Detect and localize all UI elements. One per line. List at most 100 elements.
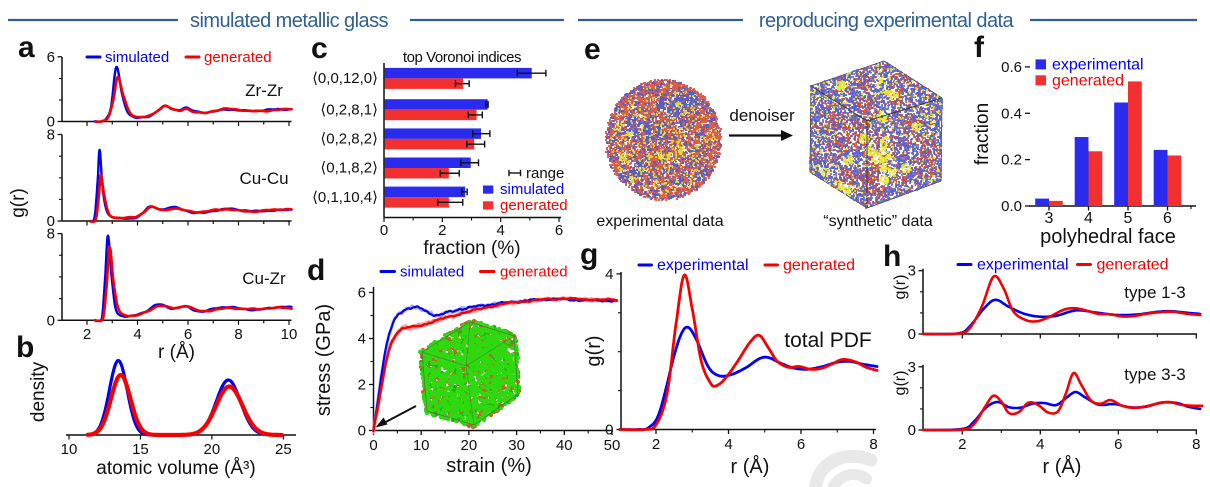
svg-text:10: 10 [281, 326, 298, 343]
svg-text:d: d [307, 254, 325, 287]
svg-text:5: 5 [1124, 210, 1133, 227]
svg-text:8: 8 [47, 127, 55, 144]
svg-text:a: a [18, 31, 35, 64]
svg-text:Zr-Zr: Zr-Zr [245, 81, 283, 100]
svg-text:generated: generated [204, 49, 272, 66]
svg-text:40: 40 [556, 437, 573, 454]
svg-text:3: 3 [908, 263, 916, 280]
svg-text:2: 2 [958, 436, 966, 453]
svg-text:8: 8 [1192, 436, 1200, 453]
svg-text:4: 4 [358, 331, 366, 348]
svg-text:g: g [580, 238, 598, 271]
svg-text:⟨0,1,8,2⟩: ⟨0,1,8,2⟩ [320, 160, 378, 177]
svg-text:0: 0 [908, 422, 916, 439]
svg-text:experimental: experimental [1052, 57, 1144, 74]
svg-text:0: 0 [47, 312, 55, 329]
svg-text:reproducing experimental data: reproducing experimental data [759, 10, 1015, 32]
svg-text:50: 50 [604, 437, 621, 454]
svg-text:8: 8 [869, 436, 877, 453]
svg-text:2: 2 [652, 436, 660, 453]
svg-text:polyhedral face: polyhedral face [1040, 226, 1176, 248]
svg-text:⟨0,0,12,0⟩: ⟨0,0,12,0⟩ [312, 70, 378, 87]
svg-text:20: 20 [461, 437, 478, 454]
svg-text:fraction (%): fraction (%) [423, 238, 520, 259]
svg-text:total PDF: total PDF [784, 329, 872, 352]
svg-text:8: 8 [47, 226, 55, 243]
svg-text:0.0: 0.0 [1001, 198, 1022, 215]
svg-text:r (Å): r (Å) [731, 455, 770, 478]
svg-text:⟨0,2,8,1⟩: ⟨0,2,8,1⟩ [320, 101, 378, 118]
svg-text:simulated: simulated [105, 49, 169, 66]
svg-text:6: 6 [47, 49, 55, 66]
svg-text:top Voronoi indices: top Voronoi indices [403, 49, 521, 66]
svg-text:type 3-3: type 3-3 [1124, 365, 1185, 384]
svg-text:c: c [311, 32, 328, 65]
svg-text:4: 4 [605, 266, 613, 283]
svg-text:denoiser: denoiser [729, 106, 795, 125]
svg-text:4: 4 [724, 436, 732, 453]
svg-text:Cu-Cu: Cu-Cu [239, 169, 288, 188]
svg-text:type 1-3: type 1-3 [1124, 283, 1185, 302]
svg-text:0.6: 0.6 [1001, 59, 1022, 76]
svg-text:generated: generated [500, 197, 568, 214]
svg-text:simulated metallic glass: simulated metallic glass [190, 10, 389, 32]
svg-text:f: f [974, 31, 985, 64]
svg-text:0: 0 [369, 437, 377, 454]
svg-text:6: 6 [184, 326, 192, 343]
svg-text:stress (GPa): stress (GPa) [313, 304, 335, 416]
svg-text:⟨0,1,10,4⟩: ⟨0,1,10,4⟩ [312, 189, 378, 206]
svg-text:Cu-Zr: Cu-Zr [242, 269, 286, 288]
svg-text:0: 0 [47, 213, 55, 230]
svg-text:6: 6 [555, 222, 563, 239]
svg-text:generated: generated [783, 257, 855, 274]
svg-text:⟨0,2,8,2⟩: ⟨0,2,8,2⟩ [320, 131, 378, 148]
svg-text:g(r): g(r) [892, 275, 909, 300]
svg-text:“synthetic” data: “synthetic” data [823, 213, 932, 230]
svg-text:range: range [526, 165, 564, 182]
svg-text:3: 3 [908, 359, 916, 376]
svg-text:0: 0 [47, 114, 55, 131]
svg-text:0: 0 [605, 422, 613, 439]
svg-text:generated: generated [500, 264, 568, 281]
svg-text:2: 2 [438, 222, 446, 239]
svg-text:g(r): g(r) [892, 371, 909, 396]
svg-text:strain (%): strain (%) [446, 455, 532, 477]
svg-text:fraction: fraction [972, 103, 993, 165]
svg-text:0: 0 [358, 423, 366, 440]
svg-text:2: 2 [358, 377, 366, 394]
svg-text:8: 8 [234, 326, 242, 343]
svg-text:2: 2 [83, 326, 91, 343]
svg-text:experimental: experimental [977, 257, 1069, 274]
svg-text:g(r): g(r) [583, 335, 605, 366]
svg-text:15: 15 [132, 441, 149, 458]
svg-text:r (Å): r (Å) [158, 342, 195, 363]
svg-text:simulated: simulated [400, 264, 464, 281]
svg-text:0.4: 0.4 [1001, 105, 1022, 122]
svg-text:atomic volume (Å³): atomic volume (Å³) [96, 458, 255, 479]
svg-text:4: 4 [133, 326, 141, 343]
svg-text:g(r): g(r) [8, 188, 29, 218]
svg-text:20: 20 [204, 441, 221, 458]
svg-text:e: e [584, 33, 601, 66]
svg-text:30: 30 [508, 437, 525, 454]
svg-text:4: 4 [497, 222, 505, 239]
svg-text:0: 0 [380, 222, 388, 239]
svg-text:density: density [28, 361, 49, 422]
svg-text:r (Å): r (Å) [1043, 455, 1082, 478]
svg-text:generated: generated [1097, 257, 1169, 274]
svg-text:h: h [883, 240, 901, 273]
svg-text:0.2: 0.2 [1001, 152, 1022, 169]
svg-text:10: 10 [61, 441, 78, 458]
svg-text:6: 6 [1114, 436, 1122, 453]
svg-text:experimental data: experimental data [596, 213, 723, 230]
svg-text:6: 6 [797, 436, 805, 453]
svg-text:experimental: experimental [657, 257, 749, 274]
svg-text:25: 25 [275, 441, 292, 458]
svg-text:simulated: simulated [500, 181, 564, 198]
svg-text:4: 4 [1084, 210, 1093, 227]
svg-text:0: 0 [908, 326, 916, 343]
svg-text:6: 6 [358, 285, 366, 302]
svg-text:b: b [16, 331, 34, 364]
svg-text:3: 3 [1045, 210, 1054, 227]
svg-text:10: 10 [413, 437, 430, 454]
